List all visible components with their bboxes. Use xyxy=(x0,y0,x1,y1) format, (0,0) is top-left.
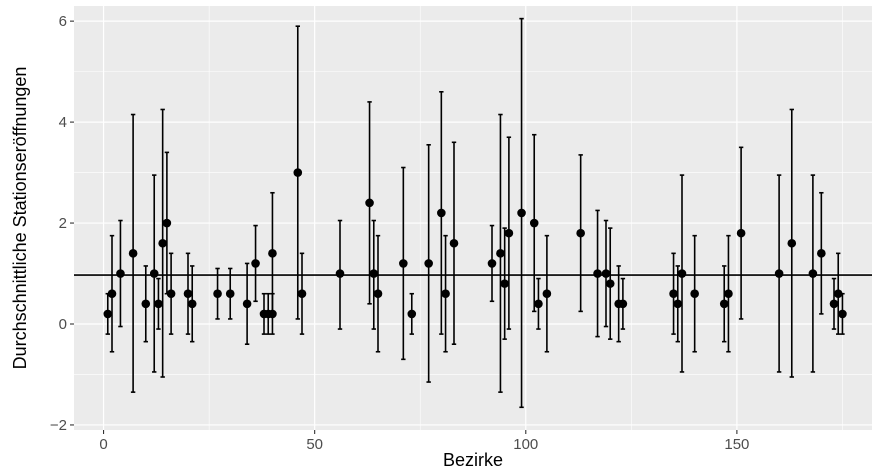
data-point xyxy=(504,228,514,238)
data-point xyxy=(487,259,497,268)
data-point xyxy=(669,289,678,299)
grid-lines xyxy=(74,6,872,430)
data-point xyxy=(141,299,151,309)
data-point xyxy=(154,299,163,309)
data-point xyxy=(736,228,746,238)
x-axis-title: Bezirke xyxy=(443,450,503,470)
data-point xyxy=(677,269,687,278)
data-point xyxy=(601,269,611,278)
data-point xyxy=(605,279,615,288)
data-point xyxy=(449,238,459,248)
data-point xyxy=(517,208,526,218)
data-point xyxy=(496,249,505,258)
data-point xyxy=(293,168,303,177)
data-point xyxy=(149,269,159,278)
data-point xyxy=(829,299,839,309)
data-point xyxy=(399,259,408,268)
data-point xyxy=(817,249,826,258)
x-tick-label: 50 xyxy=(306,436,323,453)
x-tick-label: 100 xyxy=(513,436,538,453)
data-point xyxy=(437,208,446,218)
data-point xyxy=(673,299,683,309)
data-point xyxy=(158,238,167,248)
data-point xyxy=(187,299,197,309)
data-point xyxy=(838,309,847,319)
x-tick-label: 150 xyxy=(724,436,749,453)
y-tick-label: −2 xyxy=(50,417,67,434)
data-point xyxy=(787,238,797,248)
y-tick-label: 0 xyxy=(59,316,67,333)
data-point xyxy=(774,269,784,278)
data-point xyxy=(500,279,509,288)
data-point xyxy=(441,289,450,299)
y-tick-label: 2 xyxy=(59,215,67,232)
data-point xyxy=(369,269,379,278)
data-point xyxy=(529,218,539,228)
data-point xyxy=(724,289,733,299)
data-point xyxy=(690,289,699,299)
data-point xyxy=(183,289,193,299)
axes: −2 0 2 4 6 0 50 100 150 xyxy=(50,13,750,453)
plot-panel xyxy=(74,6,872,430)
data-point xyxy=(166,289,176,299)
data-point xyxy=(297,289,307,299)
data-point xyxy=(225,289,235,299)
data-point xyxy=(534,299,543,309)
data-point xyxy=(576,228,585,238)
data-point xyxy=(242,299,252,309)
data-point xyxy=(251,259,260,268)
data-point xyxy=(213,289,222,299)
x-tick-label: 0 xyxy=(99,436,107,453)
data-point xyxy=(116,269,125,278)
data-point xyxy=(373,289,383,299)
data-point xyxy=(833,289,843,299)
data-point xyxy=(103,309,113,319)
data-points xyxy=(103,168,847,319)
data-point xyxy=(407,309,417,319)
data-point xyxy=(808,269,818,278)
y-axis-title: Durchschnittliche Stationseröffnungen xyxy=(10,67,30,370)
data-point xyxy=(542,289,552,299)
y-tick-label: 4 xyxy=(59,114,67,131)
data-point xyxy=(618,299,628,309)
data-point xyxy=(424,259,433,268)
data-point xyxy=(719,299,729,309)
data-point xyxy=(128,249,138,258)
data-point xyxy=(162,218,172,228)
data-point xyxy=(365,198,374,208)
data-point xyxy=(593,269,602,278)
data-point xyxy=(268,249,277,258)
y-tick-label: 6 xyxy=(59,13,67,30)
data-point xyxy=(335,269,345,278)
data-point xyxy=(268,309,277,319)
data-point xyxy=(107,289,117,299)
